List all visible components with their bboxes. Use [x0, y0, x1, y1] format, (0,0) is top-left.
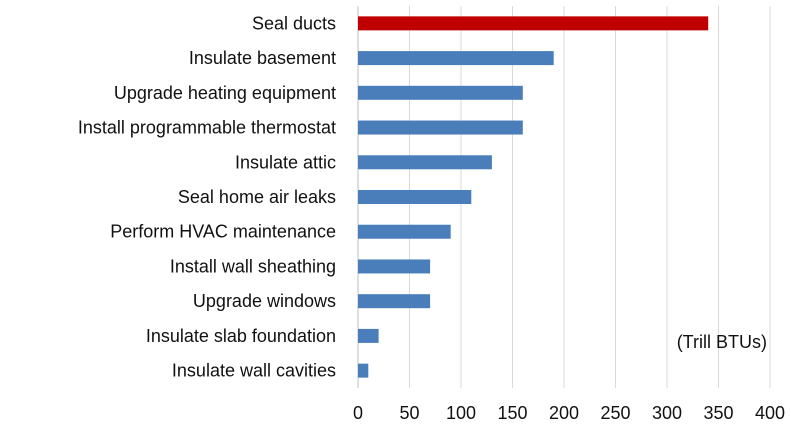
bar [358, 85, 523, 100]
category-labels: Seal ducts Insulate basement Upgrade heati… [78, 13, 336, 380]
category-label: Perform HVAC maintenance [110, 222, 336, 242]
category-label: Install programmable thermostat [78, 118, 336, 138]
grid-layer [357, 6, 771, 388]
category-label: Seal ducts [252, 13, 336, 33]
x-tick-label: 50 [399, 403, 419, 423]
x-tick-label: 400 [755, 403, 785, 423]
x-tick-label: 200 [549, 403, 579, 423]
category-label: Install wall sheathing [170, 256, 336, 276]
bar [358, 120, 523, 135]
category-label: Insulate slab foundation [146, 326, 336, 346]
x-tick-label: 150 [497, 403, 527, 423]
x-tick-label: 350 [703, 403, 733, 423]
x-tick-label: 0 [353, 403, 363, 423]
category-label: Seal home air leaks [178, 187, 336, 207]
bar [358, 328, 379, 343]
bar [358, 190, 472, 204]
bars-layer [358, 16, 709, 378]
bar-highlight [358, 16, 709, 31]
bar [358, 259, 431, 274]
category-label: Insulate attic [235, 152, 336, 172]
bar [358, 155, 492, 170]
category-label: Upgrade heating equipment [114, 83, 336, 103]
x-tick-labels: 0 50 100 150 200 250 300 350 400 [353, 403, 785, 423]
x-tick-label: 300 [652, 403, 682, 423]
x-tick-label: 250 [600, 403, 630, 423]
category-label: Insulate basement [189, 48, 336, 68]
bar [358, 224, 451, 239]
x-tick-label: 100 [446, 403, 476, 423]
bar [358, 51, 554, 66]
bar [358, 363, 369, 378]
bar [358, 294, 431, 309]
category-label: Insulate wall cavities [172, 361, 336, 381]
category-label: Upgrade windows [193, 291, 336, 311]
unit-annotation: (Trill BTUs) [677, 332, 767, 352]
